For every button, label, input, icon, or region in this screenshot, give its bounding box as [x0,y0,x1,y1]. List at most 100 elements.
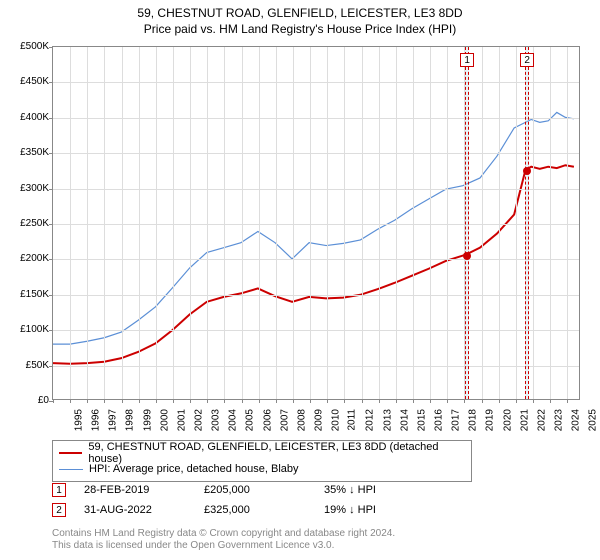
ylabel: £150K [3,289,49,300]
gridline-v [430,47,431,399]
xlabel: 1995 [73,409,84,431]
xtick [70,399,71,403]
xlabel: 2017 [450,409,461,431]
xtick [190,399,191,403]
xlabel: 2009 [313,409,324,431]
marker-point-1 [463,252,471,260]
gridline-h [53,118,579,119]
xtick [464,399,465,403]
xtick [242,399,243,403]
plot-svg [53,47,579,399]
xtick [327,399,328,403]
xtick [259,399,260,403]
gridline-v [276,47,277,399]
series-property [53,165,574,364]
xlabel: 1998 [125,409,136,431]
legend-label: HPI: Average price, detached house, Blab… [89,463,299,475]
xlabel: 2005 [245,409,256,431]
footer-row: 1 28-FEB-2019£205,00035% ↓ HPI [52,480,444,500]
marker-flag-2: 2 [520,53,534,67]
ytick [49,330,53,331]
xlabel: 1999 [142,409,153,431]
xtick [430,399,431,403]
gridline-v [139,47,140,399]
ytick [49,366,53,367]
chart-title: 59, CHESTNUT ROAD, GLENFIELD, LEICESTER,… [0,0,600,20]
gridline-v [396,47,397,399]
legend-label: 59, CHESTNUT ROAD, GLENFIELD, LEICESTER,… [88,441,465,465]
gridline-v [293,47,294,399]
gridline-v [259,47,260,399]
gridline-v [327,47,328,399]
xtick [224,399,225,403]
gridline-v [362,47,363,399]
footer-date: 28-FEB-2019 [84,484,204,496]
ytick [49,224,53,225]
xtick [173,399,174,403]
xtick [447,399,448,403]
xlabel: 2004 [228,409,239,431]
xtick [276,399,277,403]
xlabel: 1997 [108,409,119,431]
xlabel: 2019 [485,409,496,431]
series-hpi [53,112,574,344]
xlabel: 2016 [433,409,444,431]
marker-band-2 [525,47,529,399]
ytick [49,153,53,154]
gridline-v [516,47,517,399]
gridline-v [413,47,414,399]
ylabel: £300K [3,183,49,194]
gridline-h [53,82,579,83]
xlabel: 2014 [399,409,410,431]
ylabel: £100K [3,324,49,335]
chart-container: 59, CHESTNUT ROAD, GLENFIELD, LEICESTER,… [0,0,600,560]
gridline-v [482,47,483,399]
attribution-line: This data is licensed under the Open Gov… [52,540,395,552]
gridline-v [344,47,345,399]
ytick [49,189,53,190]
xtick [87,399,88,403]
legend-swatch [59,452,82,454]
xtick [567,399,568,403]
gridline-v [70,47,71,399]
xlabel: 2022 [536,409,547,431]
footer-vs-hpi: 35% ↓ HPI [324,484,444,496]
gridline-v [567,47,568,399]
footer-price: £205,000 [204,484,324,496]
ytick [49,118,53,119]
ytick [49,47,53,48]
ytick [49,259,53,260]
xlabel: 2011 [347,409,358,431]
attribution-line: Contains HM Land Registry data © Crown c… [52,528,395,540]
gridline-h [53,366,579,367]
plot-area: £0£50K£100K£150K£200K£250K£300K£350K£400… [52,46,580,400]
ytick [49,82,53,83]
xlabel: 2000 [159,409,170,431]
legend-row: 59, CHESTNUT ROAD, GLENFIELD, LEICESTER,… [59,445,465,461]
xlabel: 2008 [296,409,307,431]
gridline-v [104,47,105,399]
gridline-v [379,47,380,399]
gridline-h [53,189,579,190]
gridline-h [53,259,579,260]
gridline-v [122,47,123,399]
xtick [139,399,140,403]
xtick [379,399,380,403]
ylabel: £400K [3,112,49,123]
xtick [499,399,500,403]
gridline-h [53,295,579,296]
marker-band-1 [465,47,469,399]
footer-marker-1: 1 [52,483,66,497]
ylabel: £50K [3,360,49,371]
ylabel: £0 [3,395,49,406]
ytick [49,295,53,296]
xlabel: 2003 [210,409,221,431]
xtick [413,399,414,403]
gridline-v [224,47,225,399]
xlabel: 2006 [262,409,273,431]
ylabel: £250K [3,218,49,229]
xtick [122,399,123,403]
gridline-h [53,224,579,225]
xlabel: 2023 [553,409,564,431]
xtick [533,399,534,403]
